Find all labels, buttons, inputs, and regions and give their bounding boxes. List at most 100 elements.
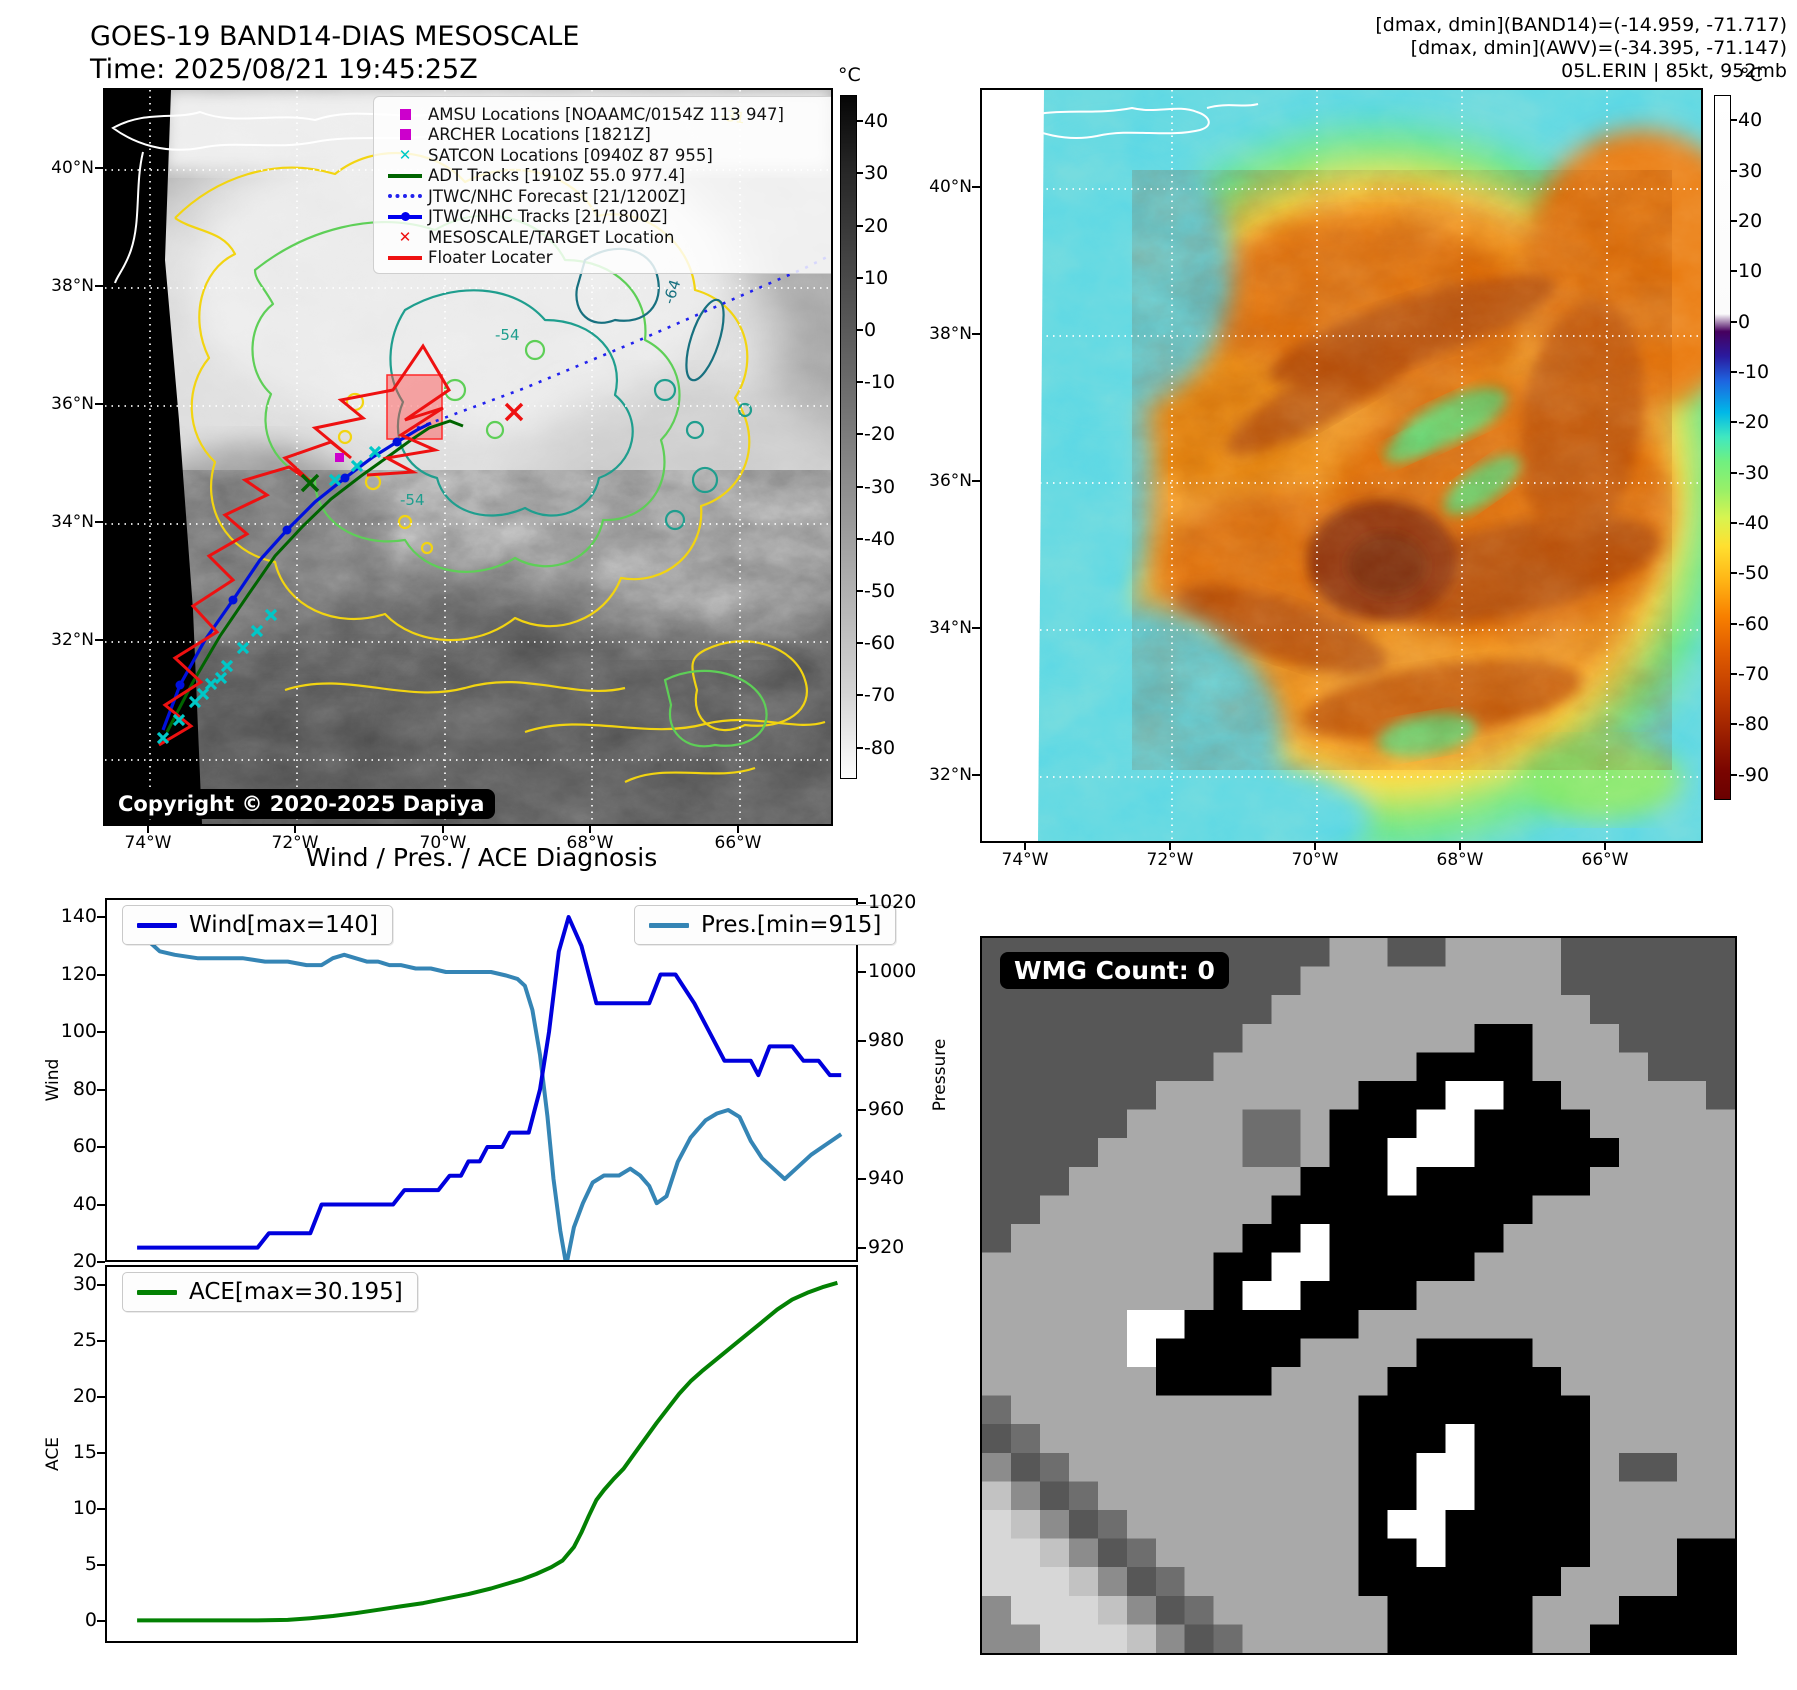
map1-lon-label: 68°W (566, 833, 614, 853)
map-legend-label: JTWC/NHC Tracks [21/1800Z] (428, 207, 668, 227)
pressure-tick-label: 920 (868, 1236, 905, 1258)
wind-legend-line (137, 922, 177, 928)
wind-tick-label: 20 (72, 1250, 97, 1272)
map1-lon-tick (147, 826, 149, 833)
band14-colorbar-tick-label: -60 (864, 632, 896, 655)
square-marker-icon (382, 108, 428, 120)
map2-lon-tick (1314, 843, 1316, 850)
band14-colorbar-tick-label: -30 (864, 475, 896, 498)
pressure-tick (858, 1109, 866, 1111)
map-legend-label: ARCHER Locations [1821Z] (428, 125, 651, 145)
map-legend-item: AMSU Locations [NOAAMC/0154Z 113 947] (382, 104, 831, 125)
awv-colorbar-tick-label: -70 (1738, 663, 1770, 686)
ace-tick (97, 1508, 105, 1510)
wind-tick-label: 140 (60, 905, 97, 927)
map1-lon-tick (589, 826, 591, 833)
pressure-tick (858, 902, 866, 904)
awv-map-art (982, 90, 1701, 841)
awv-colorbar-tick-label: -40 (1738, 512, 1770, 535)
ace-chart (105, 1265, 858, 1643)
wind-tick-label: 80 (72, 1077, 97, 1100)
pressure-legend-label: Pres.[min=915] (701, 912, 882, 938)
band14-colorbar-tick-mark (857, 642, 863, 645)
band14-colorbar-tick-mark (857, 694, 863, 697)
map-legend-label: MESOSCALE/TARGET Location (428, 227, 675, 247)
awv-colorbar-tick-mark (1731, 119, 1737, 122)
band14-colorbar-tick-mark (857, 590, 863, 593)
wind-tick (97, 1261, 105, 1263)
map-legend-label: SATCON Locations [0940Z 87 955] (428, 145, 713, 165)
awv-colorbar-tick-label: 10 (1738, 260, 1763, 283)
pressure-axis-title: Pressure (930, 1038, 950, 1112)
wind-pressure-plot (136, 915, 843, 1268)
wind-tick-label: 120 (60, 962, 97, 985)
map1-lon-label: 66°W (714, 833, 762, 853)
ace-tick-label: 10 (72, 1497, 97, 1519)
map2-lat-tick (972, 333, 980, 335)
ace-tick (97, 1620, 105, 1622)
pressure-legend: Pres.[min=915] (634, 905, 897, 945)
awv-colorbar (1714, 95, 1731, 800)
map-legend-label: Floater Locater (428, 248, 553, 268)
awv-colorbar-tick-label: -90 (1738, 763, 1770, 786)
awv-colorbar-tick-label: 40 (1738, 109, 1763, 132)
wind-legend-label: Wind[max=140] (189, 912, 379, 938)
map1-lon-tick (442, 826, 444, 833)
wind-tick (97, 1146, 105, 1148)
ace-tick-label: 25 (72, 1329, 97, 1351)
map2-lon-label: 72°W (1146, 850, 1194, 870)
wind-line (137, 915, 842, 1250)
band14-colorbar-tick-mark (857, 433, 863, 436)
map2-lat-tick (972, 774, 980, 776)
grid-lines (105, 90, 831, 824)
map-legend-item: ARCHER Locations [1821Z] (382, 125, 831, 146)
map1-lat-tick (95, 639, 103, 641)
ace-legend: ACE[max=30.195] (122, 1272, 418, 1312)
band14-colorbar-tick-label: 20 (864, 214, 889, 237)
jtwc-track-points (175, 437, 402, 690)
band14-colorbar-unit: °C (838, 64, 861, 86)
awv-map-panel (980, 88, 1703, 843)
map-legend-label: AMSU Locations [NOAAMC/0154Z 113 947] (428, 104, 784, 124)
awv-colorbar-tick-label: -80 (1738, 713, 1770, 736)
ace-tick (97, 1340, 105, 1342)
map1-lon-label: 70°W (419, 833, 467, 853)
target-location-x (504, 402, 524, 422)
map2-lon-label: 68°W (1436, 850, 1484, 870)
contour-teal (389, 289, 753, 531)
wind-tick-label: 100 (60, 1020, 97, 1042)
pressure-tick-label: 1000 (868, 960, 917, 982)
dmax-awv: [dmax, dmin](AWV)=(-34.395, -71.147) (1410, 37, 1787, 59)
map2-lon-tick (1169, 843, 1171, 850)
band14-colorbar (840, 95, 857, 779)
awv-colorbar-tick-label: -20 (1738, 411, 1770, 434)
x-marker-icon: ✕ (398, 145, 412, 164)
map2-lat-label: 36°N (929, 471, 972, 491)
band14-colorbar-tick-label: -70 (864, 684, 896, 707)
panel2-header: [dmax, dmin](BAND14)=(-14.959, -71.717) … (1375, 14, 1787, 83)
panel1-title: GOES-19 BAND14-DIAS MESOSCALE (90, 21, 580, 52)
square-marker-icon (382, 129, 428, 141)
wind-tick-label: 40 (72, 1192, 97, 1215)
panel1-header: GOES-19 BAND14-DIAS MESOSCALE Time: 2025… (90, 20, 579, 86)
map-legend-item: ADT Tracks [1910Z 55.0 977.4] (382, 166, 831, 187)
band14-colorbar-tick-mark (857, 537, 863, 540)
wind-tick (97, 1031, 105, 1033)
wind-tick (97, 1088, 105, 1091)
map1-lat-label: 38°N (51, 276, 94, 296)
map-legend-label: JTWC/NHC Forecast [21/1200Z] (428, 186, 686, 206)
coastline (1009, 103, 1259, 139)
line-marker-icon (382, 211, 428, 221)
ace-tick-label: 30 (72, 1273, 97, 1295)
contour-label: -54 (495, 326, 520, 344)
awv-colorbar-tick-label: 30 (1738, 159, 1763, 182)
map1-lat-label: 36°N (51, 394, 94, 414)
pressure-tick-label: 940 (868, 1167, 905, 1189)
map1-lat-tick (95, 285, 103, 287)
band14-colorbar-tick-label: -80 (864, 736, 896, 759)
dmax-band14: [dmax, dmin](BAND14)=(-14.959, -71.717) (1375, 14, 1787, 36)
ace-tick (97, 1284, 105, 1286)
awv-colorbar-tick-mark (1731, 723, 1737, 726)
ace-tick (97, 1396, 105, 1398)
map2-lon-tick (1459, 843, 1461, 850)
